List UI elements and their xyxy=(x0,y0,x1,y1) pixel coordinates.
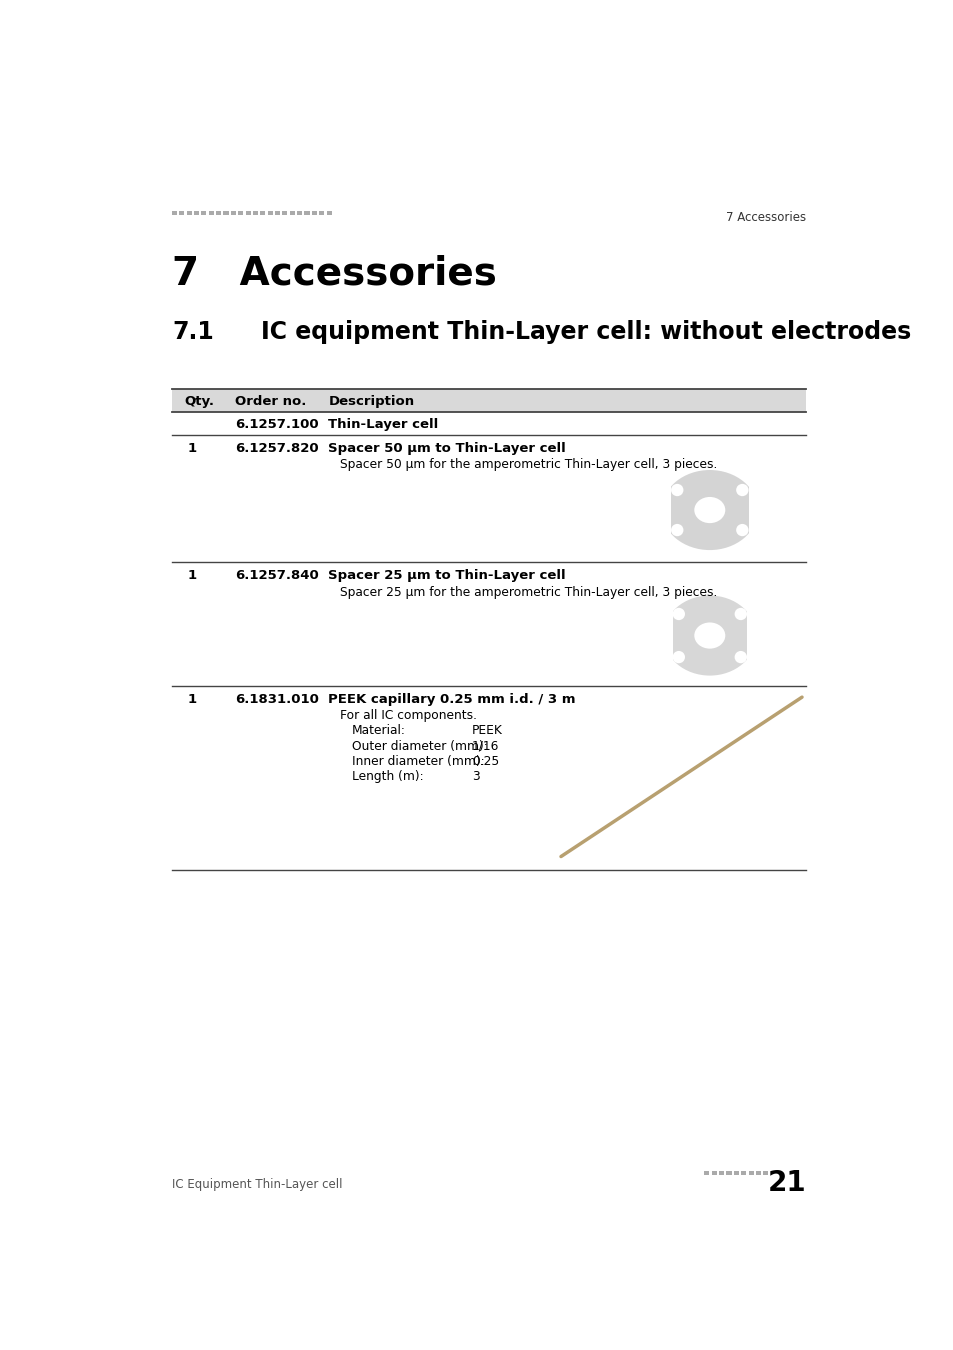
Bar xyxy=(659,477,670,544)
Bar xyxy=(703,1172,709,1176)
Circle shape xyxy=(670,483,682,497)
Bar xyxy=(201,212,206,215)
Text: Inner diameter (mm):: Inner diameter (mm): xyxy=(352,755,484,768)
Bar xyxy=(725,1172,731,1176)
Circle shape xyxy=(736,524,748,536)
Bar xyxy=(223,212,229,215)
Bar xyxy=(762,1172,767,1176)
Text: 1: 1 xyxy=(187,570,196,582)
Bar xyxy=(209,212,213,215)
Text: 6.1257.100: 6.1257.100 xyxy=(235,418,319,432)
Text: 21: 21 xyxy=(766,1169,805,1197)
Text: Spacer 25 μm for the amperometric Thin-Layer cell, 3 pieces.: Spacer 25 μm for the amperometric Thin-L… xyxy=(340,586,717,598)
Text: 3: 3 xyxy=(472,771,479,783)
Circle shape xyxy=(672,651,684,663)
Bar xyxy=(326,212,332,215)
Bar xyxy=(216,212,221,215)
Bar xyxy=(319,212,324,215)
Text: 1: 1 xyxy=(187,443,196,455)
Text: Outer diameter (mm):: Outer diameter (mm): xyxy=(352,740,487,752)
Text: Spacer 50 μm for the amperometric Thin-Layer cell, 3 pieces.: Spacer 50 μm for the amperometric Thin-L… xyxy=(340,459,717,471)
Bar xyxy=(231,212,235,215)
Text: Qty.: Qty. xyxy=(184,394,214,408)
Circle shape xyxy=(670,524,682,536)
Bar xyxy=(312,212,316,215)
Circle shape xyxy=(734,651,746,663)
Bar xyxy=(245,212,251,215)
Bar xyxy=(748,1172,753,1176)
Bar xyxy=(187,212,192,215)
Bar xyxy=(238,212,243,215)
Circle shape xyxy=(736,483,748,497)
Ellipse shape xyxy=(661,470,757,549)
Text: IC equipment Thin-Layer cell: without electrodes: IC equipment Thin-Layer cell: without el… xyxy=(261,320,910,344)
Text: PEEK capillary 0.25 mm i.d. / 3 m: PEEK capillary 0.25 mm i.d. / 3 m xyxy=(328,693,576,706)
Bar xyxy=(733,1172,738,1176)
Circle shape xyxy=(734,608,746,620)
Text: 6.1831.010: 6.1831.010 xyxy=(235,693,319,706)
Bar xyxy=(193,212,199,215)
Bar xyxy=(172,212,177,215)
Bar xyxy=(304,212,309,215)
Bar xyxy=(711,1172,716,1176)
Text: Spacer 50 μm to Thin-Layer cell: Spacer 50 μm to Thin-Layer cell xyxy=(328,443,566,455)
Text: 1: 1 xyxy=(187,693,196,706)
Text: 6.1257.820: 6.1257.820 xyxy=(235,443,319,455)
Bar xyxy=(719,1172,723,1176)
Text: For all IC components.: For all IC components. xyxy=(340,709,476,722)
Bar xyxy=(746,602,757,670)
Bar xyxy=(179,212,184,215)
Text: Length (m):: Length (m): xyxy=(352,771,423,783)
Text: Material:: Material: xyxy=(352,724,405,737)
Ellipse shape xyxy=(662,595,756,675)
Text: 0.25: 0.25 xyxy=(472,755,498,768)
Ellipse shape xyxy=(694,622,724,648)
Circle shape xyxy=(672,608,684,620)
Bar xyxy=(296,212,302,215)
Ellipse shape xyxy=(694,497,724,524)
Text: PEEK: PEEK xyxy=(472,724,502,737)
Bar xyxy=(172,389,805,412)
Text: Thin-Layer cell: Thin-Layer cell xyxy=(328,418,438,432)
Text: 1/16: 1/16 xyxy=(472,740,498,752)
Text: 7.1: 7.1 xyxy=(172,320,213,344)
Bar xyxy=(253,212,257,215)
Bar xyxy=(268,212,273,215)
Bar xyxy=(274,212,280,215)
Bar xyxy=(260,212,265,215)
Bar xyxy=(661,602,672,670)
Text: Order no.: Order no. xyxy=(235,394,307,408)
Text: Description: Description xyxy=(328,394,415,408)
Bar xyxy=(748,477,759,544)
Text: 7   Accessories: 7 Accessories xyxy=(172,254,497,293)
Bar xyxy=(740,1172,745,1176)
Bar xyxy=(755,1172,760,1176)
Text: 6.1257.840: 6.1257.840 xyxy=(235,570,319,582)
Text: 7 Accessories: 7 Accessories xyxy=(725,212,805,224)
Bar xyxy=(290,212,294,215)
Text: Spacer 25 μm to Thin-Layer cell: Spacer 25 μm to Thin-Layer cell xyxy=(328,570,565,582)
Text: IC Equipment Thin-Layer cell: IC Equipment Thin-Layer cell xyxy=(172,1179,342,1192)
Bar xyxy=(282,212,287,215)
